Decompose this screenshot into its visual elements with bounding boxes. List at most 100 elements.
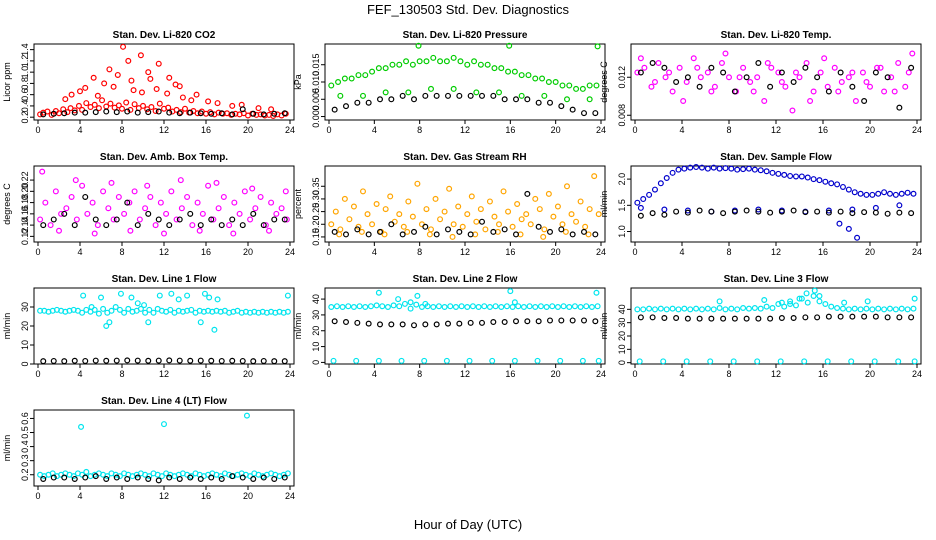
data-point [511, 357, 518, 364]
y-tick-label: 20 [617, 331, 627, 341]
data-point [857, 306, 864, 313]
x-tick-label: 24 [285, 491, 295, 501]
data-point [905, 69, 912, 76]
data-point [676, 64, 683, 71]
data-point [97, 294, 104, 301]
data-point [802, 64, 809, 71]
data-point [176, 475, 183, 482]
data-point [845, 225, 852, 232]
data-point [166, 474, 173, 481]
data-point [535, 99, 542, 106]
panel-title: Stan. Dev. Sample Flow [720, 152, 832, 163]
data-point [343, 319, 350, 326]
series-2 [40, 193, 288, 229]
data-point [807, 97, 814, 104]
data-point [585, 231, 592, 238]
data-point [134, 222, 141, 229]
y-tick-label: 1.4 [20, 43, 30, 56]
data-point [99, 97, 106, 104]
x-tick-label: 12 [460, 125, 470, 135]
data-point [778, 78, 785, 85]
data-point [360, 92, 367, 99]
data-point [125, 305, 132, 312]
data-point [164, 90, 171, 97]
data-point [838, 78, 845, 85]
data-point [42, 199, 49, 206]
data-point [365, 231, 372, 238]
data-point [105, 205, 112, 212]
y-tick-label: 0.8 [20, 77, 30, 90]
data-point [187, 210, 194, 217]
series-2 [40, 473, 288, 484]
panel-1: Stan. Dev. Li-820 CO2 Licor ppm 0 4 8 12 16 20 2… [2, 30, 295, 135]
data-point [683, 358, 690, 365]
data-point [433, 231, 440, 238]
data-point [509, 304, 516, 311]
data-point [518, 92, 525, 99]
data-point [387, 193, 394, 200]
data-point [76, 88, 83, 95]
panel-3: Stan. Dev. Li-820 Temp. degrees C 0 4 8 12 16 2… [599, 30, 922, 135]
data-point [355, 72, 362, 79]
data-point [546, 317, 553, 324]
data-point [112, 304, 119, 311]
data-point [152, 222, 159, 229]
y-axis-label: kPa [293, 74, 303, 90]
y-tick-label: 30 [311, 310, 321, 320]
data-point [354, 226, 361, 233]
data-point [690, 55, 697, 62]
data-point [505, 208, 512, 215]
data-point [481, 303, 488, 310]
data-point [328, 304, 335, 311]
data-point [743, 207, 750, 214]
x-tick-label: 16 [201, 491, 211, 501]
y-tick-label: 0.12 [20, 228, 30, 246]
data-point [104, 473, 111, 480]
data-point [177, 177, 184, 184]
series-1 [37, 168, 290, 237]
data-point [814, 208, 821, 215]
data-point [492, 303, 499, 310]
x-tick-label: 16 [505, 369, 515, 379]
data-point [158, 473, 165, 480]
x-tick-label: 4 [77, 125, 82, 135]
data-point [179, 94, 186, 101]
data-point [382, 206, 389, 213]
data-point [467, 319, 474, 326]
data-point [836, 220, 843, 227]
y-tick-label: 0.14 [20, 216, 30, 234]
data-point [422, 321, 429, 328]
data-point [82, 109, 89, 116]
data-point [731, 315, 738, 322]
data-point [866, 83, 873, 90]
data-point [778, 208, 785, 215]
data-point [142, 309, 149, 316]
data-point [50, 474, 57, 481]
data-point [698, 164, 705, 171]
data-point [414, 292, 421, 299]
data-point [716, 165, 723, 172]
data-point [71, 357, 78, 364]
data-point [792, 173, 799, 180]
data-point [872, 204, 879, 211]
data-point [661, 64, 668, 71]
data-point [197, 110, 204, 117]
data-point [525, 72, 532, 79]
x-tick-label: 0 [326, 369, 331, 379]
data-point [126, 199, 133, 206]
panel-title: Stan. Dev. Gas Stream RH [403, 152, 526, 163]
data-point [728, 165, 735, 172]
data-point [82, 474, 89, 481]
x-tick-label: 0 [35, 247, 40, 257]
data-point [229, 102, 236, 109]
data-point [804, 299, 811, 306]
data-point [728, 305, 735, 312]
data-point [464, 304, 471, 311]
data-point [828, 303, 835, 310]
y-tick-label: 0 [617, 360, 627, 365]
data-point [681, 165, 688, 172]
data-point [377, 321, 384, 328]
data-point [381, 231, 388, 238]
data-point [649, 59, 656, 66]
data-point [284, 292, 291, 299]
